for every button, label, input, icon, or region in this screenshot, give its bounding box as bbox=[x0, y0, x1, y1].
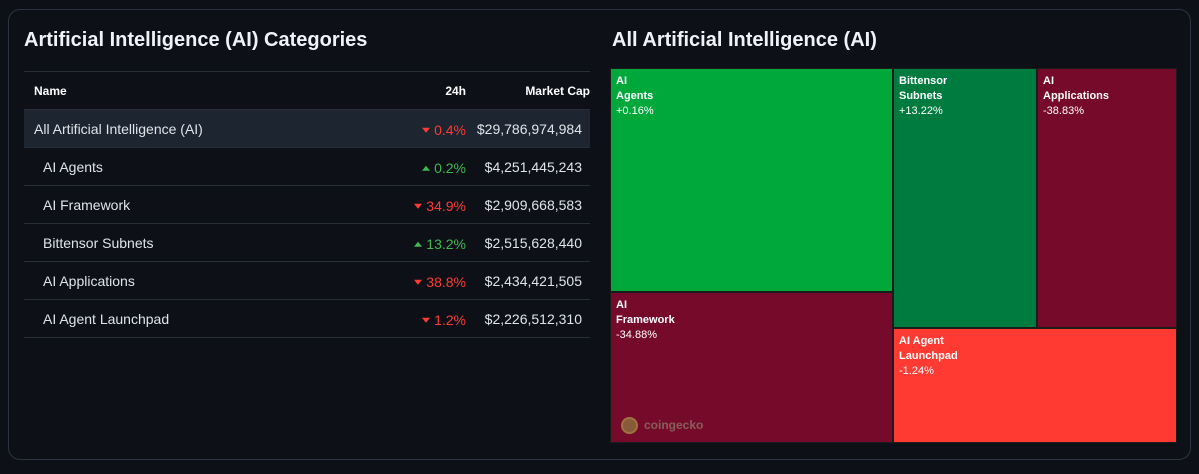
table-row[interactable]: All Artificial Intelligence (AI) 0.4% $2… bbox=[24, 110, 590, 148]
coingecko-logo-icon bbox=[621, 417, 638, 434]
caret-up-icon bbox=[414, 241, 423, 247]
row-name[interactable]: AI Framework bbox=[43, 196, 131, 213]
caret-down-icon bbox=[422, 317, 431, 323]
categories-title: Artificial Intelligence (AI) Categories bbox=[24, 29, 368, 51]
tile-change: +13.22% bbox=[899, 105, 943, 117]
row-market-cap: $2,909,668,583 bbox=[484, 196, 582, 213]
caret-up-icon bbox=[422, 165, 431, 171]
row-change: 1.2% bbox=[422, 312, 466, 328]
row-change: 0.2% bbox=[422, 160, 466, 176]
tile-name: AI Agent Launchpad bbox=[899, 335, 958, 362]
table-row[interactable]: AI Agents 0.2% $4,251,445,243 bbox=[24, 148, 590, 186]
row-name[interactable]: All Artificial Intelligence (AI) bbox=[34, 120, 203, 137]
ai-treemap: AI Agents +0.16% Bittensor Subnets +13.2… bbox=[610, 68, 1177, 443]
tile-change: -38.83% bbox=[1043, 105, 1084, 117]
table-row[interactable]: Bittensor Subnets 13.2% $2,515,628,440 bbox=[24, 224, 590, 262]
table-row[interactable]: AI Framework 34.9% $2,909,668,583 bbox=[24, 186, 590, 224]
categories-table: Name 24h Market Cap All Artificial Intel… bbox=[24, 71, 590, 338]
header-name[interactable]: Name bbox=[34, 83, 67, 98]
tile-name: AI Framework bbox=[616, 299, 675, 326]
row-change: 38.8% bbox=[414, 274, 466, 290]
row-market-cap: $29,786,974,984 bbox=[476, 120, 582, 137]
row-name[interactable]: AI Agent Launchpad bbox=[43, 310, 170, 327]
row-market-cap: $2,434,421,505 bbox=[484, 272, 582, 289]
row-market-cap: $4,251,445,243 bbox=[484, 158, 582, 175]
caret-down-icon bbox=[422, 127, 431, 133]
tile-ai-framework[interactable]: AI Framework -34.88% coingecko bbox=[610, 292, 893, 443]
treemap-title: All Artificial Intelligence (AI) bbox=[612, 29, 877, 51]
row-change: 13.2% bbox=[414, 236, 466, 252]
table-row[interactable]: AI Applications 38.8% $2,434,421,505 bbox=[24, 262, 590, 300]
tile-ai-agent-launchpad[interactable]: AI Agent Launchpad -1.24% bbox=[893, 328, 1177, 443]
caret-down-icon bbox=[414, 279, 423, 285]
row-change: 34.9% bbox=[414, 198, 466, 214]
row-market-cap: $2,226,512,310 bbox=[484, 310, 582, 327]
tile-ai-applications[interactable]: AI Applications -38.83% bbox=[1037, 68, 1177, 328]
row-change: 0.4% bbox=[422, 122, 466, 138]
header-24h[interactable]: 24h bbox=[445, 83, 466, 98]
header-market-cap[interactable]: Market Cap bbox=[525, 83, 590, 98]
row-name[interactable]: AI Applications bbox=[43, 272, 135, 289]
row-market-cap: $2,515,628,440 bbox=[484, 234, 582, 251]
tile-change: -34.88% bbox=[616, 329, 657, 341]
tile-change: +0.16% bbox=[616, 105, 654, 117]
row-name[interactable]: AI Agents bbox=[43, 158, 103, 175]
tile-change: -1.24% bbox=[899, 365, 934, 377]
tile-name: AI Agents bbox=[616, 75, 654, 102]
table-header: Name 24h Market Cap bbox=[24, 71, 590, 110]
tile-name: Bittensor Subnets bbox=[899, 75, 948, 102]
table-row[interactable]: AI Agent Launchpad 1.2% $2,226,512,310 bbox=[24, 300, 590, 338]
tile-ai-agents[interactable]: AI Agents +0.16% bbox=[610, 68, 893, 292]
coingecko-watermark: coingecko bbox=[621, 417, 703, 434]
row-name[interactable]: Bittensor Subnets bbox=[43, 234, 154, 251]
tile-name: AI Applications bbox=[1043, 75, 1110, 102]
tile-bittensor-subnets[interactable]: Bittensor Subnets +13.22% bbox=[893, 68, 1037, 328]
caret-down-icon bbox=[414, 203, 423, 209]
